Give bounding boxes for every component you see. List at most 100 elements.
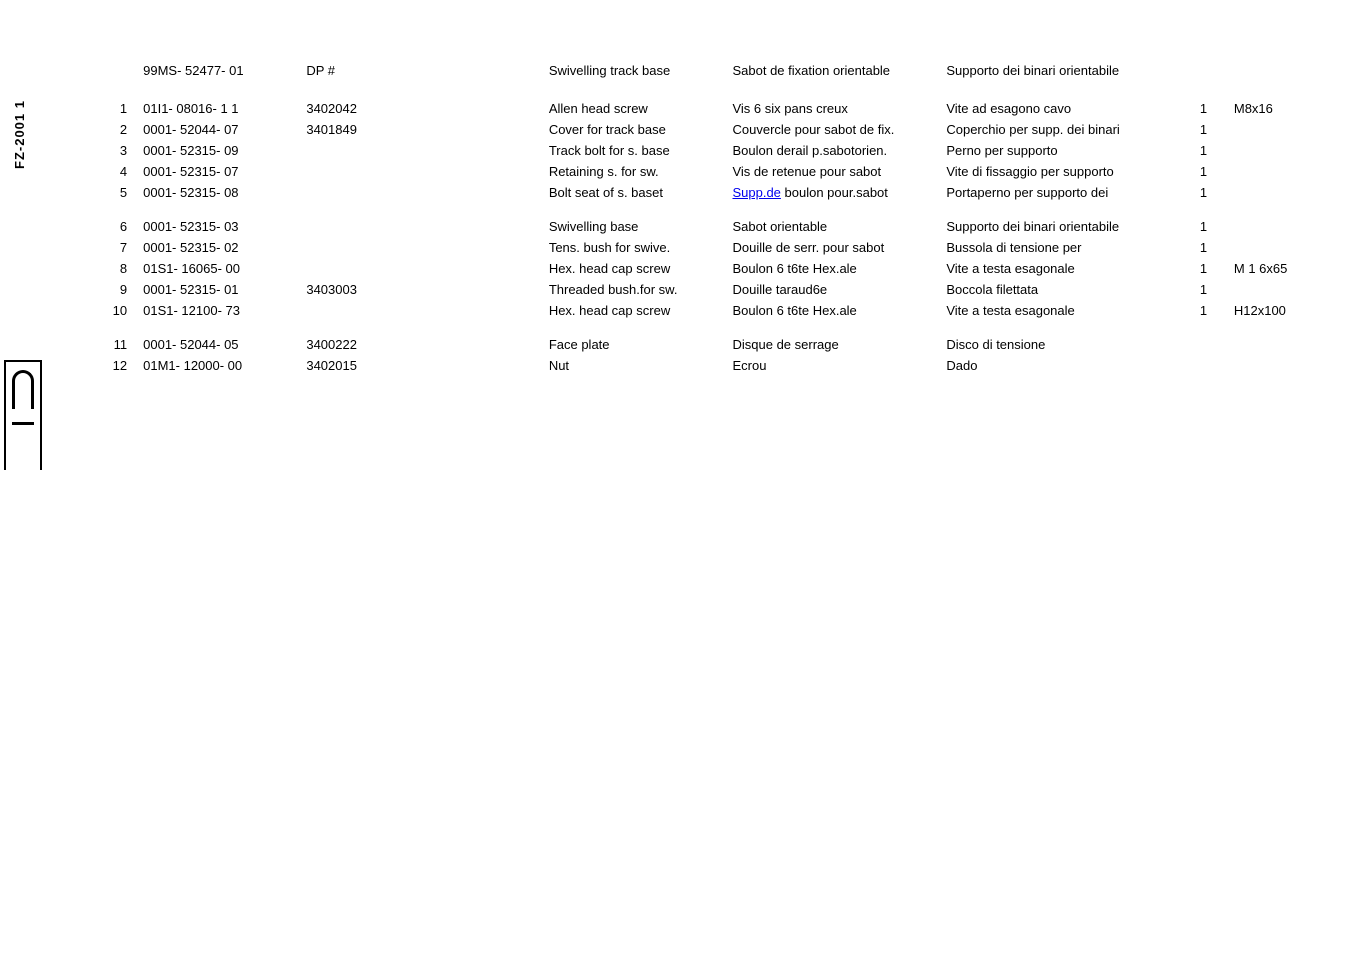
row-index: 9: [90, 279, 135, 300]
qty: 1: [1181, 237, 1226, 258]
desc-en: Bolt seat of s. baset: [541, 182, 725, 203]
desc-en: Face plate: [541, 321, 725, 355]
part-number: 0001- 52315- 02: [135, 237, 298, 258]
desc-en: Threaded bush.for sw.: [541, 279, 725, 300]
desc-it: Vite a testa esagonale: [938, 258, 1181, 279]
part-number: 0001- 52044- 05: [135, 321, 298, 355]
desc-fr: Vis 6 six pans creux: [724, 98, 938, 119]
table-row: 101I1- 08016- 1 13402042Allen head screw…: [90, 98, 1311, 119]
desc-fr: Ecrou: [724, 355, 938, 376]
dp-number: [298, 237, 411, 258]
logo-fragment: [4, 360, 42, 470]
qty: 1: [1181, 182, 1226, 203]
spacer-cell: [412, 140, 541, 161]
header-it: Supporto dei binari orientabile: [938, 60, 1181, 98]
size: H12x100: [1226, 300, 1311, 321]
fr-link[interactable]: Supp.de: [732, 185, 780, 200]
size: [1226, 140, 1311, 161]
dp-number: [298, 258, 411, 279]
qty: [1181, 355, 1226, 376]
row-index: 12: [90, 355, 135, 376]
header-size: [1226, 60, 1311, 98]
desc-en: Hex. head cap screw: [541, 258, 725, 279]
desc-it: Vite di fissaggio per supporto: [938, 161, 1181, 182]
header-part-no: 99MS- 52477- 01: [135, 60, 298, 98]
table-row: 20001- 52044- 073401849Cover for track b…: [90, 119, 1311, 140]
desc-it: Vite ad esagono cavo: [938, 98, 1181, 119]
dp-number: [298, 300, 411, 321]
row-index: 7: [90, 237, 135, 258]
desc-fr: Boulon 6 t6te Hex.ale: [724, 300, 938, 321]
header-en: Swivelling track base: [541, 60, 725, 98]
qty: 1: [1181, 300, 1226, 321]
desc-fr: Supp.de boulon pour.sabot: [724, 182, 938, 203]
table-header-row: 99MS- 52477- 01 DP # Swivelling track ba…: [90, 60, 1311, 98]
size: [1226, 355, 1311, 376]
size: [1226, 237, 1311, 258]
table-row: 1001S1- 12100- 73 Hex. head cap screwBoul…: [90, 300, 1311, 321]
desc-fr: Vis de retenue pour sabot: [724, 161, 938, 182]
desc-en: Tens. bush for swive.: [541, 237, 725, 258]
side-label: FZ-2001 1: [12, 100, 27, 169]
header-dp-label: DP #: [298, 60, 411, 98]
desc-it: Bussola di tensione per: [938, 237, 1181, 258]
page-container: 99MS- 52477- 01 DP # Swivelling track ba…: [40, 60, 1311, 376]
dp-number: 3402015: [298, 355, 411, 376]
parts-table-wrapper: 99MS- 52477- 01 DP # Swivelling track ba…: [90, 60, 1311, 376]
desc-fr: Disque de serrage: [724, 321, 938, 355]
spacer-cell: [412, 161, 541, 182]
spacer-cell: [412, 300, 541, 321]
header-idx: [90, 60, 135, 98]
size: [1226, 321, 1311, 355]
parts-table: 99MS- 52477- 01 DP # Swivelling track ba…: [90, 60, 1311, 376]
row-index: 8: [90, 258, 135, 279]
row-index: 1: [90, 98, 135, 119]
qty: 1: [1181, 203, 1226, 237]
part-number: 0001- 52315- 09: [135, 140, 298, 161]
qty: 1: [1181, 279, 1226, 300]
header-spacer: [412, 60, 541, 98]
row-index: 4: [90, 161, 135, 182]
table-row: 70001- 52315- 02Tens. bush for swive.Dou…: [90, 237, 1311, 258]
desc-en: Cover for track base: [541, 119, 725, 140]
desc-en: Nut: [541, 355, 725, 376]
part-number: 01S1- 12100- 73: [135, 300, 298, 321]
desc-en: Hex. head cap screw: [541, 300, 725, 321]
desc-fr: Boulon 6 t6te Hex.ale: [724, 258, 938, 279]
part-number: 0001- 52315- 03: [135, 203, 298, 237]
desc-it: Perno per supporto: [938, 140, 1181, 161]
part-number: 0001- 52315- 07: [135, 161, 298, 182]
desc-it: Supporto dei binari orientabile: [938, 203, 1181, 237]
desc-en: Retaining s. for sw.: [541, 161, 725, 182]
dp-number: 3403003: [298, 279, 411, 300]
table-row: 801S1- 16065- 00Hex. head cap screwBoulo…: [90, 258, 1311, 279]
qty: 1: [1181, 161, 1226, 182]
desc-it: Vite a testa esagonale: [938, 300, 1181, 321]
desc-it: Boccola filettata: [938, 279, 1181, 300]
table-row: 1201M1- 12000- 003402015NutEcrouDado: [90, 355, 1311, 376]
table-row: 30001- 52315- 09Track bolt for s. baseBo…: [90, 140, 1311, 161]
dp-number: [298, 140, 411, 161]
row-index: 2: [90, 119, 135, 140]
spacer-cell: [412, 258, 541, 279]
desc-it: Portaperno per supporto dei: [938, 182, 1181, 203]
qty: 1: [1181, 258, 1226, 279]
part-number: 0001- 52044- 07: [135, 119, 298, 140]
size: [1226, 119, 1311, 140]
size: [1226, 203, 1311, 237]
dp-number: 3400222: [298, 321, 411, 355]
desc-fr: Couvercle pour sabot de fix.: [724, 119, 938, 140]
dp-number: 3402042: [298, 98, 411, 119]
row-index: 10: [90, 300, 135, 321]
qty: 1: [1181, 119, 1226, 140]
part-number: 0001- 52315- 01: [135, 279, 298, 300]
size: [1226, 182, 1311, 203]
part-number: 0001- 52315- 08: [135, 182, 298, 203]
spacer-cell: [412, 119, 541, 140]
row-index: 3: [90, 140, 135, 161]
desc-it: Coperchio per supp. dei binari: [938, 119, 1181, 140]
spacer-cell: [412, 355, 541, 376]
table-row: 90001- 52315- 013403003 Threaded bush.for…: [90, 279, 1311, 300]
desc-fr: Sabot orientable: [724, 203, 938, 237]
qty: 1: [1181, 140, 1226, 161]
